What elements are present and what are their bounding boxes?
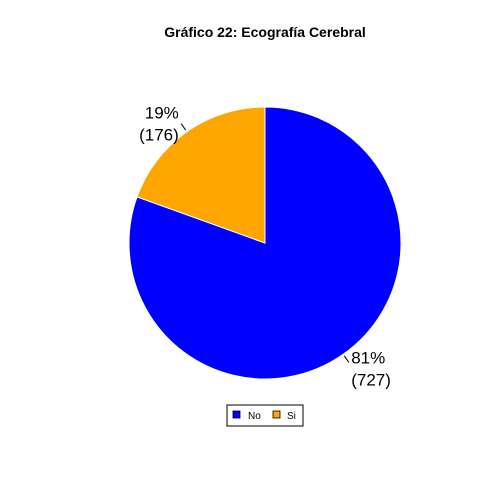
legend: No Si [226,404,304,427]
slice-percent-label-no: 81% [351,349,385,368]
slice-labels: 81% (727) 19% (176) [139,103,391,389]
legend-label-no: No [248,411,261,422]
slice-percent-label-si: 19% [145,103,179,122]
slice-count-label-si: (176) [139,125,179,144]
legend-box [226,404,304,427]
pie-slices [128,106,402,380]
legend-label-si: Si [287,411,296,422]
chart-title: Gráfico 22: Ecografía Cerebral [164,24,366,40]
legend-swatch-si [272,410,281,419]
leader-line-si [180,123,187,131]
pie-slice-si [136,106,266,244]
slice-count-label-no: (727) [351,371,391,390]
legend-swatch-no [232,410,241,419]
leader-line-no [343,355,350,363]
